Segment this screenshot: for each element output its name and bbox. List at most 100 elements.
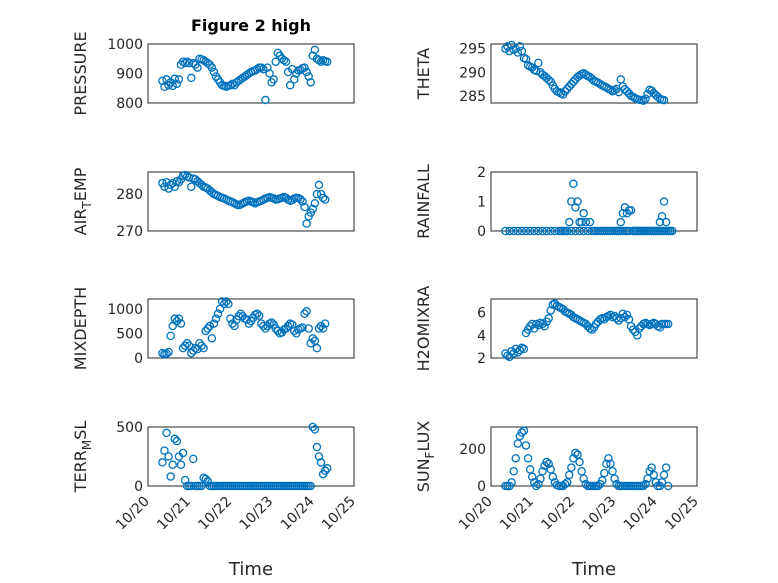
data-point [316, 57, 326, 66]
data-point [273, 326, 283, 336]
data-point [663, 481, 673, 491]
data-point [622, 310, 632, 320]
data-point [207, 63, 217, 72]
data-point [606, 459, 615, 469]
data-point [187, 348, 196, 358]
data-point [310, 425, 320, 434]
data-point [197, 341, 206, 350]
data-point [201, 474, 210, 484]
data-point [170, 74, 180, 84]
data-point [579, 209, 588, 218]
y-axis-label: PRESSURE [71, 31, 90, 115]
y-tick-label: 500 [116, 420, 143, 436]
data-point [197, 481, 206, 491]
y-tick-label: 0 [477, 479, 486, 495]
y-tick-label: 6 [477, 306, 486, 322]
data-point [189, 346, 198, 355]
y-axis-label: SUNFLUX [414, 421, 437, 493]
data-point [320, 466, 330, 475]
data-point [622, 226, 632, 236]
y-tick-label: 290 [459, 65, 486, 81]
data-point [534, 320, 543, 330]
data-point [310, 45, 320, 55]
data-point [589, 226, 599, 236]
data-point [641, 479, 650, 489]
data-point [281, 57, 291, 66]
data-point [219, 299, 229, 309]
data-point [647, 463, 656, 472]
data-point [575, 226, 584, 236]
data-point [180, 58, 190, 68]
data-point [560, 86, 570, 96]
data-point [608, 466, 617, 476]
data-point [585, 217, 595, 227]
data-point [523, 60, 533, 70]
data-point [639, 96, 648, 105]
data-point [639, 481, 648, 491]
data-point [164, 347, 173, 357]
data-point [187, 73, 196, 83]
data-point [532, 66, 541, 76]
data-point [600, 468, 609, 478]
data-point [567, 463, 576, 472]
data-point [575, 71, 584, 80]
data-point [168, 460, 177, 470]
data-point [521, 226, 531, 236]
data-point [172, 436, 182, 446]
data-point [166, 472, 175, 481]
data-point [573, 450, 582, 459]
data-point [222, 297, 231, 306]
data-point [261, 324, 270, 333]
data-point [618, 226, 628, 236]
data-point [178, 448, 188, 458]
data-point [302, 67, 311, 77]
data-point [209, 67, 219, 77]
data-point [314, 452, 324, 461]
data-point [530, 226, 539, 236]
data-point [534, 479, 543, 489]
data-point [501, 226, 510, 236]
data-point [213, 309, 223, 318]
data-point [569, 77, 578, 87]
data-point [182, 338, 192, 348]
data-point [544, 459, 553, 469]
data-point [519, 426, 529, 435]
data-point [614, 316, 623, 325]
data-point [199, 343, 208, 353]
data-point [320, 195, 330, 204]
data-point [300, 202, 309, 212]
data-point [567, 197, 576, 206]
data-point [663, 319, 673, 329]
data-point [244, 319, 254, 328]
data-point [597, 476, 607, 485]
data-point [540, 321, 549, 331]
y-tick-label: 270 [116, 224, 143, 240]
data-point [211, 314, 221, 323]
data-point [164, 452, 173, 461]
data-point [306, 338, 315, 348]
data-point [538, 466, 547, 476]
data-point [285, 81, 295, 90]
data-point [593, 226, 603, 236]
data-point [283, 321, 293, 331]
data-point [538, 226, 547, 236]
y-tick-label: 2 [477, 351, 486, 367]
data-point [265, 69, 274, 78]
data-point [174, 75, 184, 84]
y-tick-label: 295 [459, 42, 486, 58]
data-point [571, 226, 580, 236]
data-point [322, 464, 332, 473]
data-point [562, 226, 572, 236]
data-point [509, 226, 518, 236]
data-point [643, 474, 652, 483]
data-point [162, 428, 171, 438]
data-point [320, 319, 330, 328]
data-point [628, 325, 638, 334]
data-point [176, 319, 186, 328]
data-point [306, 481, 315, 491]
data-point [279, 55, 289, 65]
subplot-3: 270 280 AIRTEMP [71, 167, 355, 240]
data-point [542, 457, 551, 467]
data-point [184, 58, 194, 68]
data-point [261, 95, 270, 105]
